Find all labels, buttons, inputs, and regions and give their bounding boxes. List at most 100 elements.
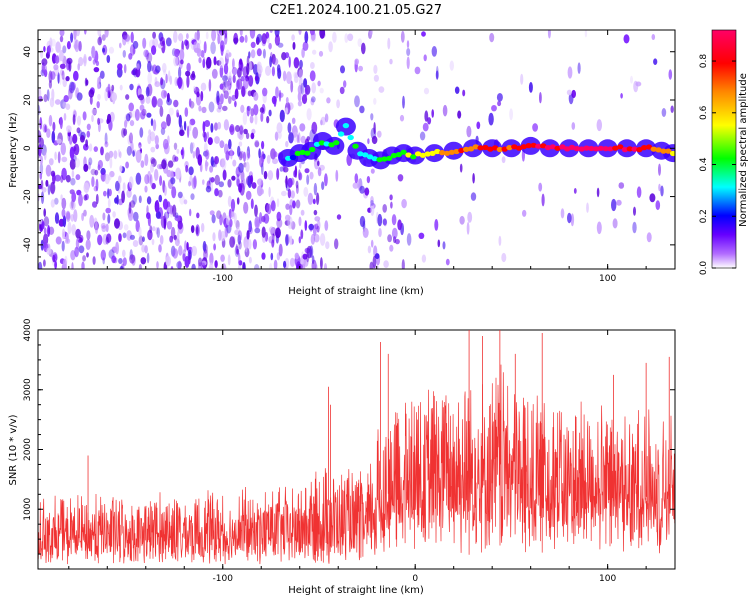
noise-speckle	[288, 56, 291, 68]
noise-speckle	[427, 117, 432, 125]
noise-speckle	[285, 175, 288, 189]
noise-speckle	[653, 58, 658, 65]
noise-speckle	[128, 176, 134, 189]
noise-speckle	[289, 204, 293, 216]
noise-speckle	[167, 160, 174, 168]
noise-speckle	[237, 230, 243, 242]
noise-speckle	[254, 264, 260, 269]
noise-speckle	[43, 46, 46, 53]
noise-speckle	[142, 37, 147, 49]
ridge-point	[342, 123, 350, 129]
noise-speckle	[300, 135, 306, 144]
noise-speckle	[97, 159, 103, 169]
noise-speckle	[213, 56, 217, 66]
noise-speckle	[470, 192, 477, 201]
noise-speckle	[128, 201, 132, 214]
noise-speckle	[272, 57, 279, 66]
ridge-point	[458, 147, 465, 154]
noise-speckle	[497, 100, 502, 107]
noise-speckle	[266, 203, 272, 215]
noise-speckle	[219, 40, 225, 52]
noise-speckle	[354, 95, 360, 108]
noise-speckle	[247, 90, 252, 97]
noise-speckle	[454, 86, 460, 94]
noise-speckle	[239, 30, 243, 37]
noise-speckle	[272, 158, 278, 165]
x-tick-label: 100	[599, 274, 616, 284]
ridge-point	[289, 154, 297, 161]
noise-speckle	[57, 72, 60, 84]
noise-speckle	[254, 204, 258, 217]
noise-speckle	[174, 48, 180, 58]
noise-speckle	[373, 122, 376, 135]
noise-speckle	[311, 259, 317, 269]
noise-speckle	[38, 144, 42, 157]
noise-speckle	[224, 30, 228, 39]
noise-speckle	[189, 208, 192, 217]
noise-speckle	[211, 30, 217, 42]
noise-speckle	[245, 161, 250, 173]
noise-speckle	[459, 163, 463, 173]
noise-speckle	[268, 42, 272, 50]
noise-speckle	[135, 149, 142, 163]
noise-speckle	[299, 123, 306, 132]
noise-speckle	[90, 168, 97, 176]
noise-speckle	[204, 120, 211, 127]
noise-speckle	[285, 203, 290, 210]
noise-speckle	[283, 107, 288, 115]
noise-speckle	[227, 254, 231, 266]
ridge-point	[511, 144, 518, 150]
noise-speckle	[242, 112, 248, 125]
noise-speckle	[136, 63, 140, 70]
noise-speckle	[354, 173, 359, 184]
noise-speckle	[377, 213, 383, 227]
ridge-point	[419, 152, 427, 158]
noise-speckle	[389, 194, 393, 201]
noise-speckle	[328, 41, 333, 53]
noise-speckle	[191, 142, 195, 149]
noise-speckle	[42, 63, 47, 74]
noise-speckle	[309, 70, 316, 82]
noise-speckle	[424, 110, 429, 122]
noise-speckle	[402, 95, 405, 109]
noise-speckle	[313, 157, 320, 170]
x-tick-label: -100	[213, 574, 234, 584]
noise-speckle	[202, 240, 207, 252]
noise-speckle	[73, 70, 79, 81]
noise-speckle	[467, 211, 473, 223]
noise-speckle	[397, 174, 404, 182]
noise-speckle	[317, 80, 321, 87]
noise-speckle	[41, 58, 48, 66]
noise-speckle	[176, 109, 179, 116]
noise-speckle	[118, 233, 122, 243]
noise-speckle	[138, 195, 142, 204]
noise-speckle	[520, 73, 524, 85]
noise-speckle	[145, 96, 151, 104]
noise-speckle	[114, 218, 120, 229]
ridge-point	[482, 144, 489, 151]
colorbar-tick-label: 0.8	[699, 54, 709, 69]
noise-speckle	[596, 119, 602, 132]
noise-speckle	[547, 30, 551, 39]
noise-speckle	[277, 131, 282, 140]
noise-speckle	[566, 89, 572, 96]
noise-speckle	[62, 258, 67, 269]
noise-speckle	[343, 80, 347, 88]
noise-speckle	[378, 86, 385, 93]
noise-speckle	[46, 89, 50, 102]
noise-speckle	[124, 113, 130, 124]
noise-speckle	[276, 122, 283, 134]
noise-speckle	[170, 226, 176, 239]
noise-speckle	[76, 127, 81, 134]
noise-speckle	[325, 241, 330, 250]
noise-speckle	[266, 154, 271, 164]
noise-speckle	[273, 259, 278, 269]
noise-speckle	[196, 39, 202, 45]
noise-speckle	[115, 180, 120, 192]
noise-speckle	[267, 170, 274, 181]
ridge-point	[463, 146, 470, 152]
x-tick-label: -100	[213, 274, 234, 284]
noise-speckle	[149, 131, 156, 142]
noise-speckle	[567, 66, 573, 79]
noise-speckle	[86, 130, 91, 138]
